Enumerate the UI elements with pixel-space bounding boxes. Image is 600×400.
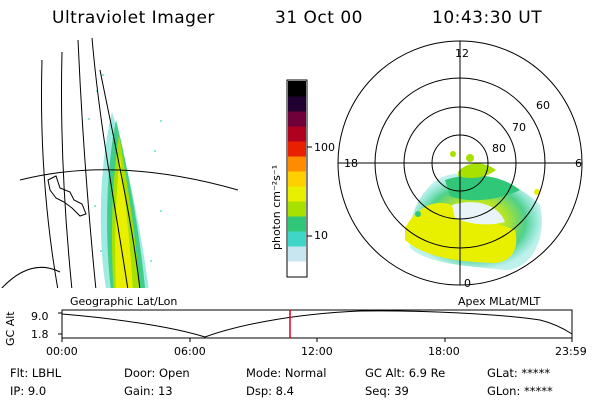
- colorbar-stripe: [288, 231, 306, 247]
- gain-status: Gain: 13: [124, 384, 173, 398]
- glon-status: GLon: *****: [487, 384, 553, 398]
- xtick-1800: 18:00: [428, 345, 460, 358]
- glat-status: GLat: *****: [487, 366, 551, 380]
- colorbar-stripe: [288, 186, 306, 202]
- seq-status: Seq: 39: [365, 384, 409, 398]
- polar-grid: [337, 40, 583, 286]
- colorbar-stripe: [288, 96, 306, 112]
- mlat-60-label: 60: [536, 99, 550, 112]
- altitude-ylabel: GC Alt: [4, 311, 17, 346]
- colorbar-stripe: [288, 261, 306, 277]
- coastline: [47, 175, 87, 217]
- geographic-label: Geographic Lat/Lon: [70, 295, 178, 308]
- image-time: 10:43:30 UT: [432, 8, 543, 28]
- altitude-strip: [58, 309, 573, 342]
- xtick-0000: 00:00: [46, 345, 78, 358]
- altitude-ytick-high: 9.0: [31, 310, 49, 323]
- door-status: Door: Open: [124, 366, 190, 380]
- auroral-band-geo: [88, 74, 162, 288]
- mlt-18-label: 18: [344, 157, 358, 170]
- colorbar-stripe: [288, 81, 306, 97]
- dsp-status: Dsp: 8.4: [246, 384, 294, 398]
- apex-label: Apex MLat/MLT: [458, 295, 541, 308]
- colorbar-stripe: [288, 201, 306, 217]
- colorbar-stripe: [288, 171, 306, 187]
- colorbar-tick-10: 10: [314, 229, 328, 242]
- mlt-6-label: 6: [575, 157, 582, 170]
- auroral-oval: [405, 151, 542, 270]
- image-date: 31 Oct 00: [275, 8, 363, 28]
- xtick-2359: 23:59: [555, 345, 587, 358]
- colorbar: [286, 79, 312, 278]
- ip-status: IP: 9.0: [10, 384, 47, 398]
- mlat-80-label: 80: [492, 142, 506, 155]
- mlat-70-label: 70: [512, 121, 526, 134]
- colorbar-stripe: [288, 126, 306, 142]
- mlt-12-label: 12: [455, 47, 469, 60]
- mode-status: Mode: Normal: [246, 366, 327, 380]
- geographic-image: [1, 37, 238, 288]
- colorbar-stripe: [288, 111, 306, 127]
- filter-status: Flt: LBHL: [10, 366, 62, 380]
- xtick-0600: 06:00: [174, 345, 206, 358]
- geographic-grid: [1, 37, 238, 288]
- altitude-curve: [61, 310, 573, 338]
- mlt-0-label: 0: [464, 277, 471, 290]
- colorbar-stripe: [288, 246, 306, 262]
- colorbar-unit-label: photon cm⁻²s⁻¹: [270, 164, 283, 250]
- xtick-1200: 12:00: [301, 345, 333, 358]
- gc-alt-status: GC Alt: 6.9 Re: [365, 366, 446, 380]
- polar-panel: [337, 40, 583, 286]
- instrument-title: Ultraviolet Imager: [52, 8, 215, 28]
- colorbar-tick-100: 100: [314, 141, 335, 154]
- colorbar-stripe: [288, 156, 306, 172]
- altitude-ytick-low: 1.8: [31, 328, 49, 341]
- colorbar-stripe: [288, 216, 306, 232]
- colorbar-stripe: [288, 141, 306, 157]
